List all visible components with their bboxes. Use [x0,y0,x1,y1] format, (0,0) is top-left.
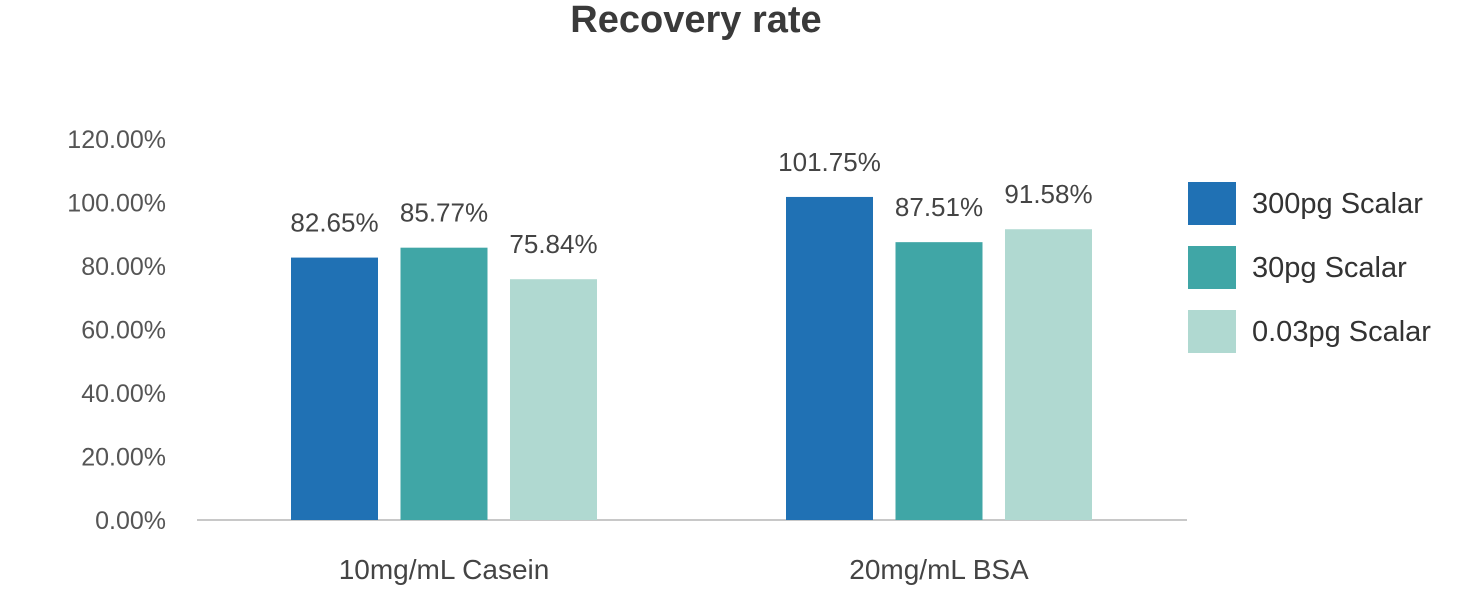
legend-label: 30pg Scalar [1252,252,1407,284]
legend-swatch [1188,182,1236,225]
y-axis: 0.00% 20.00% 40.00% 60.00% 80.00% 100.00% 120.… [67,126,166,535]
legend: 300pg Scalar 30pg Scalar 0.03pg Scalar [1188,182,1431,353]
y-tick-label: 80.00% [81,253,166,281]
bar-value-label: 87.51% [895,192,983,222]
legend-label: 0.03pg Scalar [1252,316,1431,348]
legend-swatch [1188,246,1236,289]
y-tick-label: 120.00% [67,126,166,154]
x-tick-label: 20mg/mL BSA [849,554,1029,585]
bar-value-label: 85.77% [400,198,488,228]
bar-group: 82.65% 101.75% 85.77% 87.51% 75.84% 91.58% [290,147,1093,521]
bar [291,257,378,520]
legend-swatch [1188,310,1236,353]
bar [510,279,597,520]
bar-value-label: 75.84% [509,229,597,259]
bar [1005,229,1092,520]
bar-value-label: 91.58% [1004,179,1092,209]
bar [786,196,873,520]
bar-value-label: 82.65% [290,208,378,238]
y-tick-label: 60.00% [81,317,166,345]
bar [400,247,488,521]
legend-label: 300pg Scalar [1252,188,1423,220]
y-tick-label: 0.00% [95,507,166,535]
x-axis: 10mg/mL Casein 20mg/mL BSA [339,554,1029,585]
y-tick-label: 100.00% [67,190,166,218]
bar [895,242,983,520]
bar-value-label: 101.75% [778,147,881,177]
y-tick-label: 40.00% [81,380,166,408]
chart-title: Recovery rate [570,0,821,41]
y-tick-label: 20.00% [81,444,166,472]
x-tick-label: 10mg/mL Casein [339,554,550,585]
